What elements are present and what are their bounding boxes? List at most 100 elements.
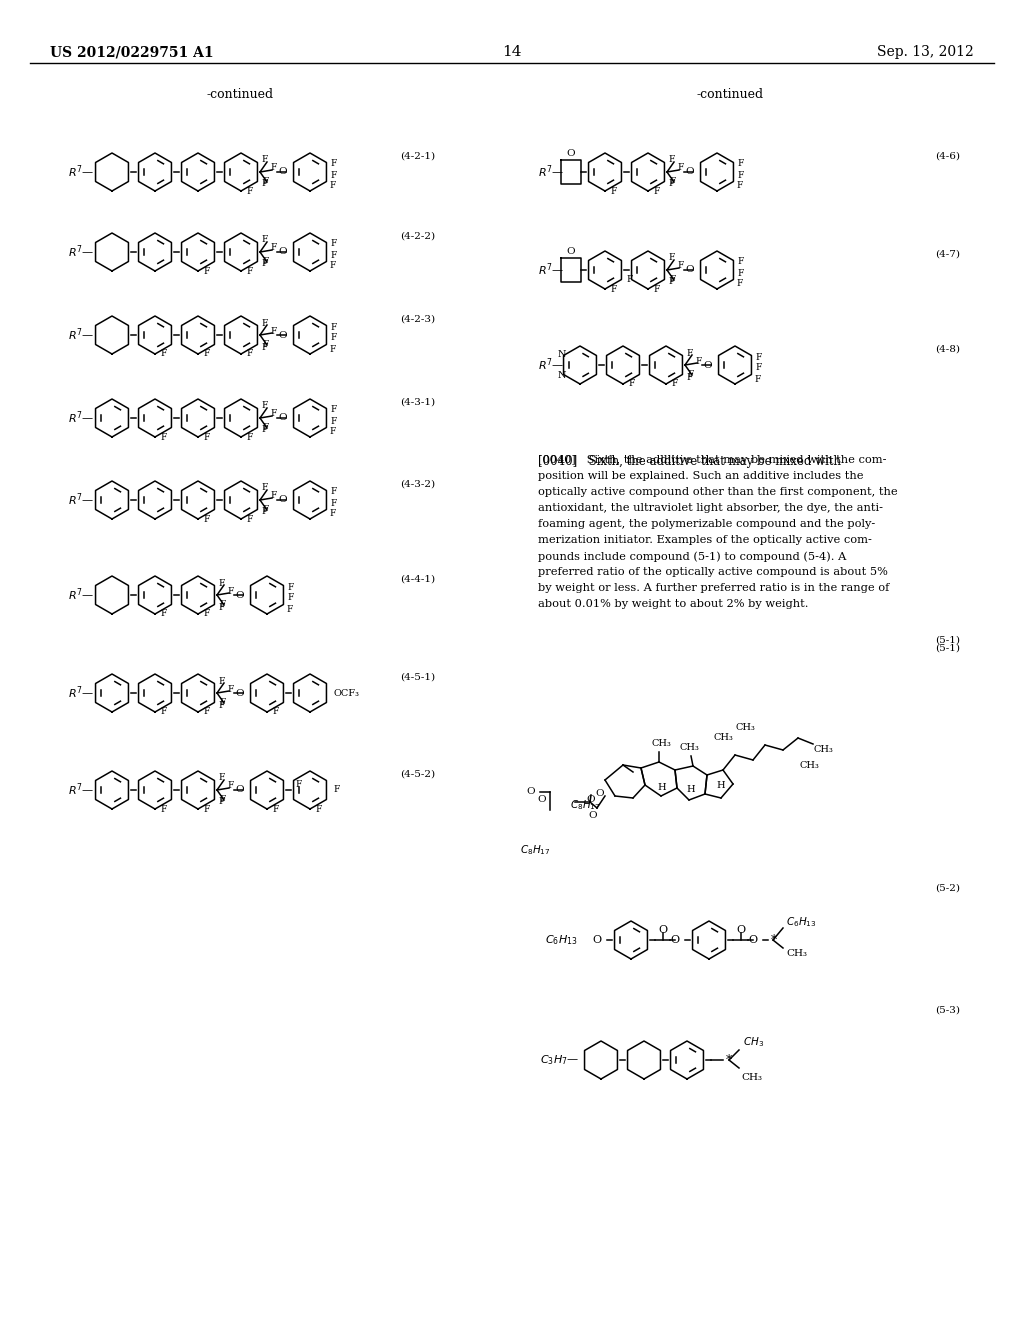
- Text: F: F: [331, 405, 337, 414]
- Text: F: F: [203, 610, 209, 619]
- Text: O: O: [538, 796, 547, 804]
- Text: F: F: [738, 268, 744, 277]
- Text: F: F: [628, 380, 635, 388]
- Text: F: F: [330, 510, 336, 519]
- Text: 14: 14: [502, 45, 522, 59]
- Text: *: *: [771, 933, 777, 946]
- Text: F: F: [288, 582, 294, 591]
- Text: F: F: [262, 507, 268, 516]
- Text: F: F: [738, 160, 744, 169]
- Text: $R^7$—: $R^7$—: [68, 409, 94, 426]
- Text: CH₃: CH₃: [741, 1073, 762, 1082]
- Text: F: F: [270, 326, 278, 335]
- Text: (4-7): (4-7): [935, 249, 961, 259]
- Text: F: F: [219, 701, 225, 710]
- Text: Sep. 13, 2012: Sep. 13, 2012: [878, 45, 974, 59]
- Text: F: F: [270, 491, 278, 500]
- Text: F: F: [331, 322, 337, 331]
- Text: F: F: [160, 350, 166, 359]
- Text: O: O: [566, 248, 575, 256]
- Text: $CH_3$: $CH_3$: [743, 1035, 764, 1049]
- Text: F: F: [627, 275, 633, 284]
- Text: (4-6): (4-6): [935, 152, 961, 161]
- Text: O: O: [234, 590, 244, 599]
- Text: CH₃: CH₃: [813, 746, 833, 755]
- Text: (4-3-2): (4-3-2): [400, 479, 435, 488]
- Text: F: F: [738, 257, 744, 267]
- Text: -continued: -continued: [207, 88, 273, 102]
- Text: O: O: [671, 935, 680, 945]
- Text: F: F: [687, 370, 694, 379]
- Text: F: F: [756, 363, 762, 372]
- Text: F: F: [219, 795, 226, 804]
- Text: O: O: [278, 248, 287, 256]
- Text: preferred ratio of the optically active compound is about 5%: preferred ratio of the optically active …: [538, 568, 888, 577]
- Text: *: *: [726, 1053, 732, 1067]
- Text: F: F: [262, 425, 268, 434]
- Text: F: F: [203, 515, 209, 524]
- Text: F: F: [262, 177, 269, 186]
- Text: F: F: [270, 243, 278, 252]
- Text: (5-2): (5-2): [935, 883, 961, 892]
- Text: F: F: [270, 409, 278, 418]
- Text: F: F: [246, 515, 252, 524]
- Text: F: F: [330, 181, 336, 190]
- Text: (4-5-1): (4-5-1): [400, 672, 435, 681]
- Text: O: O: [589, 812, 597, 821]
- Text: F: F: [246, 186, 252, 195]
- Text: F: F: [671, 380, 677, 388]
- Text: F: F: [227, 685, 234, 693]
- Text: by weight or less. A further preferred ratio is in the range of: by weight or less. A further preferred r…: [538, 583, 890, 593]
- Text: CH₃: CH₃: [713, 733, 733, 742]
- Text: H: H: [687, 785, 695, 795]
- Text: $R^7$—: $R^7$—: [68, 781, 94, 799]
- Text: F: F: [203, 708, 209, 717]
- Text: H: H: [657, 784, 667, 792]
- Text: F: F: [669, 156, 675, 165]
- Text: (4-8): (4-8): [935, 345, 961, 354]
- Text: F: F: [670, 275, 676, 284]
- Text: CH₃: CH₃: [735, 723, 755, 733]
- Text: F: F: [203, 350, 209, 359]
- Text: F: F: [160, 708, 166, 717]
- Text: F: F: [219, 578, 225, 587]
- Text: pounds include compound (5-1) to compound (5-4). A: pounds include compound (5-1) to compoun…: [538, 550, 847, 561]
- Text: US 2012/0229751 A1: US 2012/0229751 A1: [50, 45, 214, 59]
- Text: O: O: [658, 925, 668, 935]
- Text: F: F: [653, 285, 659, 293]
- Text: F: F: [678, 261, 684, 271]
- Text: F: F: [270, 164, 278, 173]
- Text: O: O: [685, 265, 693, 275]
- Text: $R^7$—: $R^7$—: [538, 261, 564, 279]
- Text: F: F: [262, 235, 268, 244]
- Text: about 0.01% by weight to about 2% by weight.: about 0.01% by weight to about 2% by wei…: [538, 599, 809, 609]
- Text: position will be explained. Such an additive includes the: position will be explained. Such an addi…: [538, 471, 863, 480]
- Text: [0040]   Sixth, the additive that may be mixed with: [0040] Sixth, the additive that may be m…: [538, 455, 841, 469]
- Text: F: F: [296, 780, 302, 789]
- Text: F: F: [219, 797, 225, 807]
- Text: CH₃: CH₃: [786, 949, 807, 958]
- Text: F: F: [330, 345, 336, 354]
- Text: F: F: [219, 698, 226, 708]
- Text: F: F: [737, 280, 743, 289]
- Text: $R^7$—: $R^7$—: [68, 492, 94, 508]
- Text: O: O: [587, 796, 595, 804]
- Text: H: H: [717, 780, 725, 789]
- Text: $R^7$—: $R^7$—: [68, 164, 94, 181]
- Text: O: O: [278, 330, 287, 339]
- Text: F: F: [678, 164, 684, 173]
- Text: F: F: [262, 257, 269, 267]
- Text: O: O: [595, 788, 603, 797]
- Text: F: F: [262, 318, 268, 327]
- Text: F: F: [246, 350, 252, 359]
- Text: optically active compound other than the first component, the: optically active compound other than the…: [538, 487, 898, 498]
- Text: F: F: [203, 804, 209, 813]
- Text: F: F: [262, 260, 268, 268]
- Text: F: F: [203, 433, 209, 441]
- Text: F: F: [331, 251, 337, 260]
- Text: O: O: [703, 360, 712, 370]
- Text: F: F: [160, 433, 166, 441]
- Text: O: O: [566, 149, 575, 158]
- Text: F: F: [331, 334, 337, 342]
- Text: F: F: [669, 180, 675, 189]
